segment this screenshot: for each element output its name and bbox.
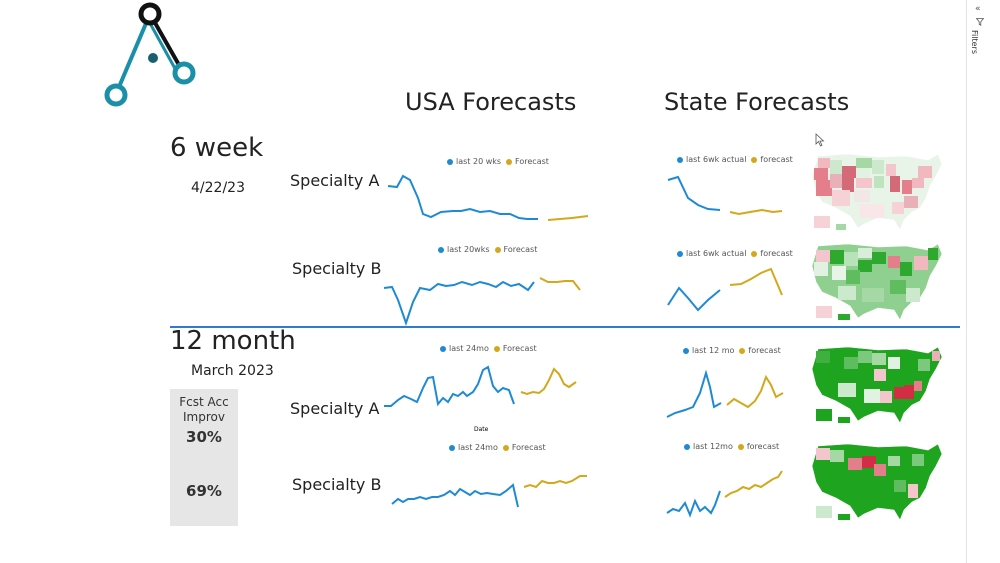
actual-legend-label: last 12mo [693, 442, 733, 451]
m12-usa-a-sparkline: Date [384, 365, 577, 433]
w6-usa-b-sparkline [383, 277, 581, 327]
actual-legend-marker [447, 158, 453, 165]
w6-usa-a-legend: last 20 wks Forecast [447, 157, 549, 166]
w6-specialty-b-label: Specialty B [292, 259, 382, 278]
actual-line [666, 490, 721, 518]
kpi-label-line1: Fcst Acc [179, 395, 229, 409]
w6-state-a-map [811, 153, 943, 231]
actual-legend-label: last 6wk actual [686, 249, 747, 258]
w6-specialty-a-label: Specialty A [290, 171, 380, 190]
m12-usa-a-legend: last 24mo Forecast [440, 344, 537, 353]
actual-line [667, 286, 721, 312]
actual-legend-marker [438, 246, 444, 253]
w6-state-b-sparkline [667, 267, 783, 312]
m12-state-b-map [811, 443, 943, 521]
kpi-label-line2: Improv [183, 410, 225, 424]
mouse-cursor-icon [815, 133, 825, 147]
actual-line [383, 280, 535, 327]
company-logo [104, 2, 196, 107]
m12-state-b-sparkline [666, 470, 783, 518]
twelve-month-date: March 2023 [191, 363, 274, 379]
forecast-line [523, 475, 587, 489]
forecast-line [539, 277, 581, 291]
forecast-legend-label: forecast [746, 442, 780, 451]
actual-legend-marker [677, 250, 683, 257]
forecast-line [726, 374, 784, 409]
forecast-legend-label: Forecast [503, 245, 538, 254]
actual-legend-label: last 20wks [447, 245, 490, 254]
forecast-line [724, 470, 783, 498]
actual-legend-label: last 24mo [458, 443, 498, 452]
actual-legend-marker [683, 347, 689, 354]
w6-state-b-legend: last 6wk actual forecast [677, 249, 793, 258]
filters-pane[interactable]: « [966, 0, 1000, 563]
forecast-legend-label: Forecast [515, 157, 549, 166]
m12-usa-b-sparkline [391, 475, 587, 508]
w6-state-b-map [811, 243, 943, 321]
usa-forecasts-header: USA Forecasts [405, 88, 577, 116]
actual-legend-label: last 24mo [449, 344, 489, 353]
double-chevron-icon[interactable]: « [975, 4, 981, 14]
forecast-line [729, 267, 783, 296]
m12-state-b-legend: last 12mo forecast [684, 442, 779, 451]
actual-legend-marker [684, 443, 690, 450]
forecast-legend-label: forecast [760, 249, 793, 258]
forecast-legend-marker [737, 443, 744, 450]
forecast-legend-marker [739, 347, 746, 354]
filters-label[interactable]: Filters [970, 30, 979, 54]
w6-state-a-sparkline [667, 175, 783, 216]
m12-usa-b-legend: last 24mo Forecast [449, 443, 546, 452]
report-canvas: USA Forecasts State Forecasts 6 week 4/2… [104, 2, 960, 526]
w6-usa-a-sparkline [387, 174, 589, 221]
forecast-legend-marker [506, 158, 513, 165]
forecast-accuracy-card: Fcst Acc Improv 30% 69% [170, 389, 238, 526]
m12-state-a-map [811, 346, 943, 424]
actual-legend-marker [677, 156, 683, 163]
forecast-legend-marker [494, 246, 501, 253]
w6-state-a-legend: last 6wk actual forecast [677, 155, 793, 164]
six-week-date: 4/22/23 [191, 180, 245, 196]
kpi-value-specialty-a: 30% [186, 428, 222, 446]
actual-legend-label: last 12 mo [692, 346, 735, 355]
forecast-legend-marker [751, 250, 758, 257]
forecast-legend-label: forecast [760, 155, 793, 164]
actual-line [667, 175, 721, 211]
actual-line [666, 369, 722, 418]
forecast-legend-label: Forecast [511, 443, 546, 452]
forecast-legend-marker [493, 345, 500, 352]
actual-line [391, 483, 519, 508]
actual-legend-marker [449, 444, 455, 451]
section-divider [170, 326, 960, 328]
forecast-legend-label: forecast [748, 346, 781, 355]
actual-line [387, 174, 538, 220]
m12-specialty-a-label: Specialty A [290, 399, 380, 418]
w6-usa-b-legend: last 20wks Forecast [438, 245, 537, 254]
funnel-icon [976, 18, 984, 26]
forecast-legend-marker [502, 444, 509, 451]
forecast-line [520, 367, 577, 396]
actual-line [384, 365, 515, 407]
date-axis-label: Date [474, 426, 489, 433]
six-week-title: 6 week [170, 133, 264, 163]
actual-legend-label: last 20 wks [456, 157, 502, 166]
forecast-line [547, 215, 589, 221]
state-forecasts-header: State Forecasts [664, 88, 850, 116]
m12-state-a-legend: last 12 mo forecast [683, 346, 781, 355]
forecast-line [729, 208, 783, 216]
kpi-value-specialty-b: 69% [186, 482, 222, 500]
m12-specialty-b-label: Specialty B [292, 475, 382, 494]
forecast-legend-marker [751, 156, 758, 163]
actual-legend-label: last 6wk actual [686, 155, 747, 164]
forecast-legend-label: Forecast [502, 344, 537, 353]
actual-legend-marker [440, 345, 446, 352]
twelve-month-title: 12 month [170, 326, 296, 356]
m12-state-a-sparkline [666, 369, 784, 418]
